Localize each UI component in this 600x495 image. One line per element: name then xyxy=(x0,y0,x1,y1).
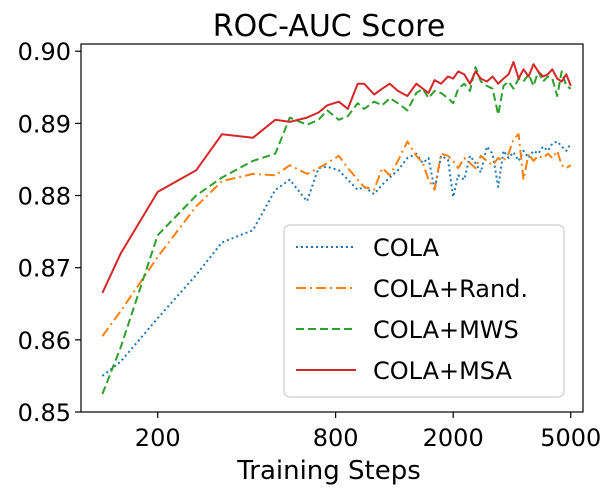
x-tick-label-200: 200 xyxy=(135,424,181,452)
series-line-2 xyxy=(101,133,572,337)
y-tick-label-0.89: 0.89 xyxy=(18,110,71,138)
series-layer xyxy=(101,61,572,395)
y-tick-label-0.87: 0.87 xyxy=(18,255,71,283)
x-axis-label: Training Steps xyxy=(236,456,421,486)
y-axis: 0.85 0.86 0.87 0.88 0.89 0.90 xyxy=(18,38,81,427)
legend-label-3: COLA+MWS xyxy=(373,316,519,344)
legend-box xyxy=(283,224,565,398)
x-tick-label-2000: 2000 xyxy=(423,424,484,452)
series-line-3 xyxy=(101,66,572,395)
y-tick-label-0.86: 0.86 xyxy=(18,327,71,355)
x-tick-label-5000: 5000 xyxy=(540,424,600,452)
legend-label-1: COLA xyxy=(373,234,440,262)
x-tick-label-800: 800 xyxy=(313,424,359,452)
y-tick-label-0.85: 0.85 xyxy=(18,399,71,427)
legend-items: COLA COLA+Rand. COLA+MWS COLA+MSA xyxy=(296,234,528,385)
plot-area xyxy=(80,43,584,413)
x-axis: 200 800 2000 5000 xyxy=(135,412,600,452)
legend-label-4: COLA+MSA xyxy=(373,357,512,385)
y-tick-label-0.88: 0.88 xyxy=(18,183,71,211)
series-line-1 xyxy=(101,140,572,377)
plot-frame xyxy=(80,43,584,413)
series-line-4 xyxy=(101,61,572,294)
y-tick-label-0.90: 0.90 xyxy=(18,38,71,66)
legend: COLA COLA+Rand. COLA+MWS COLA+MSA xyxy=(283,224,565,398)
chart-title: ROC-AUC Score xyxy=(213,9,446,44)
legend-label-2: COLA+Rand. xyxy=(373,275,528,303)
